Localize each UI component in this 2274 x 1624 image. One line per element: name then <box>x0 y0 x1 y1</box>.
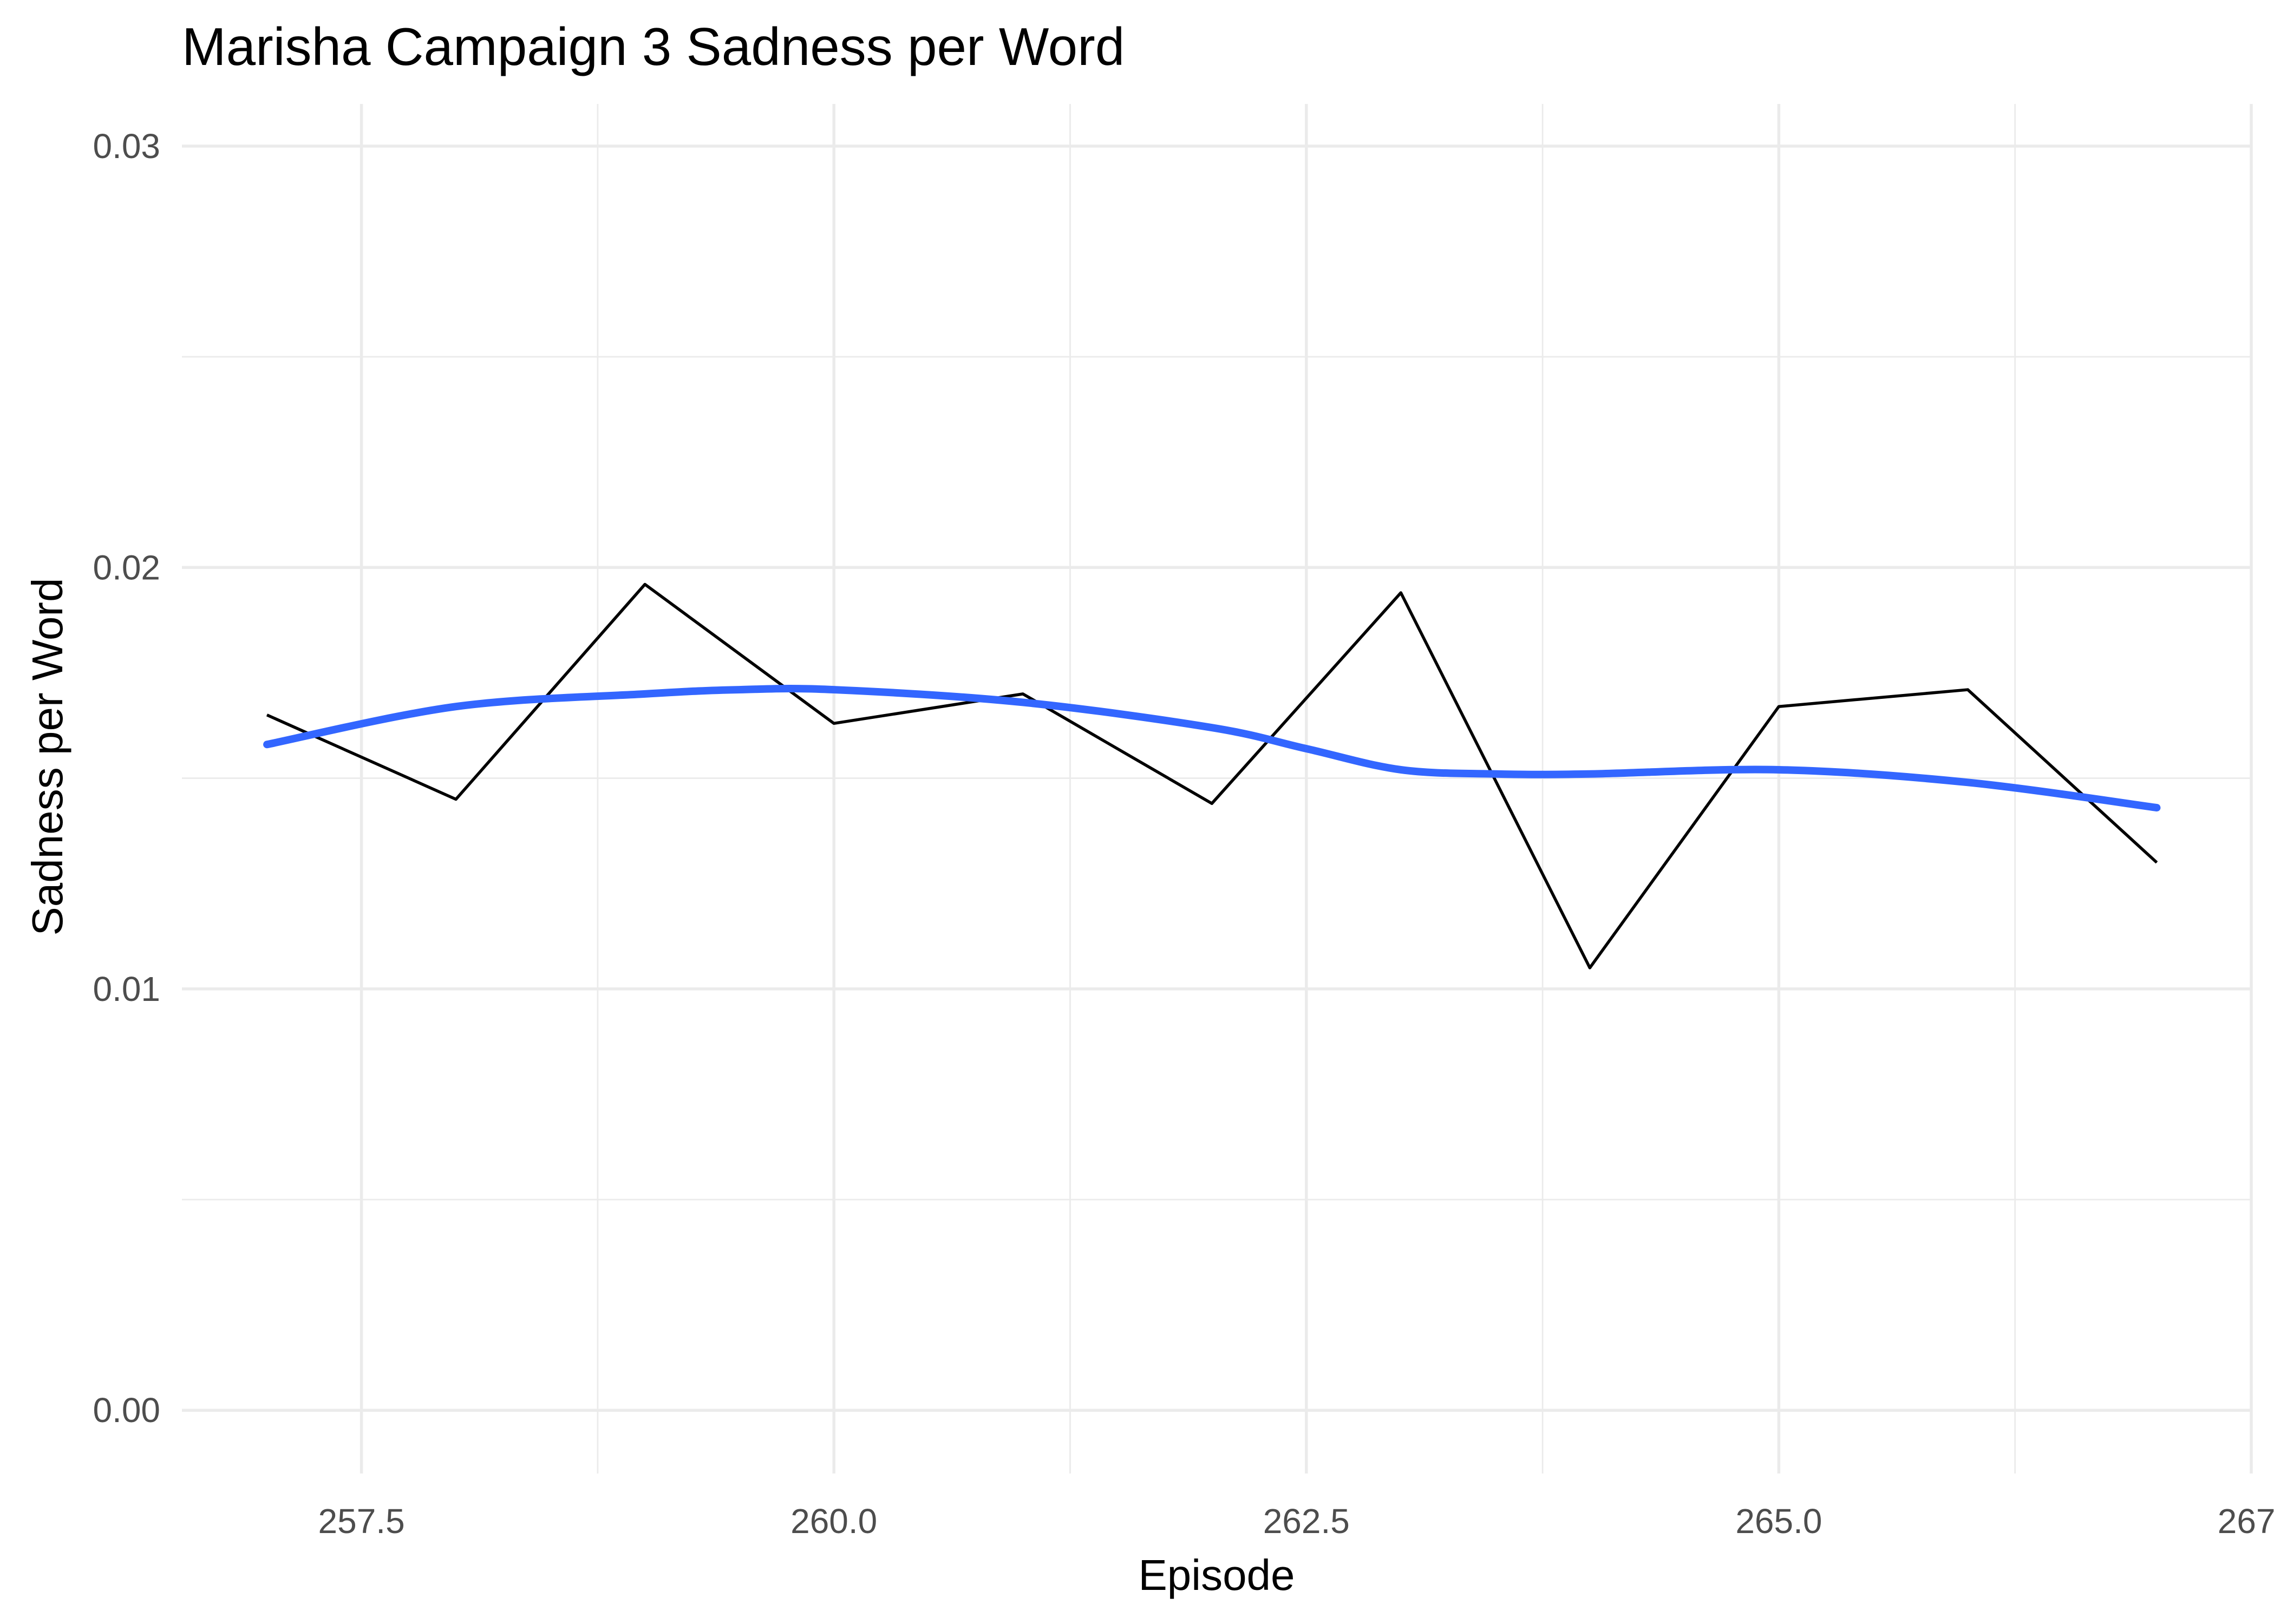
x-tick-label: 265.0 <box>1735 1502 1822 1541</box>
smooth-trend-line <box>263 685 2161 812</box>
y-tick-label: 0.00 <box>93 1391 160 1430</box>
x-axis-title: Episode <box>1138 1551 1295 1599</box>
tick-labels: 257.5 260.0 262.5 265.0 267. 0.00 0.01 0.02 0.03 <box>93 127 2274 1541</box>
series-group <box>263 582 2161 970</box>
y-axis-title: Sadness per Word <box>23 578 71 935</box>
x-tick-label: 262.5 <box>1263 1502 1350 1541</box>
x-tick-label: 267. <box>2218 1502 2274 1541</box>
y-tick-label: 0.03 <box>93 127 160 166</box>
x-tick-label: 260.0 <box>790 1502 877 1541</box>
chart-title: Marisha Campaign 3 Sadness per Word <box>182 17 1125 76</box>
grid <box>182 104 2253 1474</box>
y-tick-label: 0.01 <box>93 970 160 1009</box>
y-tick-label: 0.02 <box>93 548 160 587</box>
x-tick-label: 257.5 <box>318 1502 405 1541</box>
